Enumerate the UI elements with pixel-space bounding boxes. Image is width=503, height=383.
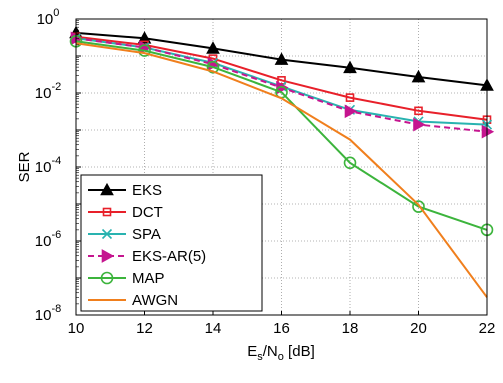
x-tick-label: 14 <box>205 320 222 337</box>
legend-label: AWGN <box>132 292 178 309</box>
legend-label: EKS-AR(5) <box>132 248 206 265</box>
y-tick-label: 100 <box>37 7 60 28</box>
legend-label: EKS <box>132 182 162 199</box>
y-axis: 100 10-2 10-4 10-6 10-8 <box>35 7 81 324</box>
legend-label: MAP <box>132 270 165 287</box>
legend-label: DCT <box>132 204 163 221</box>
x-axis-label: Es/No [dB] <box>247 343 315 363</box>
x-tick-label: 22 <box>479 320 496 337</box>
legend-label: SPA <box>132 226 161 243</box>
y-tick-label: 10-6 <box>35 229 61 250</box>
y-axis-label: SER <box>16 151 33 182</box>
y-tick-label: 10-4 <box>35 155 61 176</box>
y-tick-label: 10-8 <box>35 303 61 324</box>
x-tick-label: 16 <box>273 320 290 337</box>
legend-box <box>81 175 262 311</box>
x-tick-label: 18 <box>342 320 359 337</box>
legend: EKS DCT SPA EKS-AR(5) MAP AWGN <box>81 175 262 311</box>
x-tick-label: 12 <box>136 320 153 337</box>
y-tick-label: 10-2 <box>35 81 61 102</box>
x-tick-label: 10 <box>68 320 85 337</box>
x-tick-label: 20 <box>410 320 427 337</box>
